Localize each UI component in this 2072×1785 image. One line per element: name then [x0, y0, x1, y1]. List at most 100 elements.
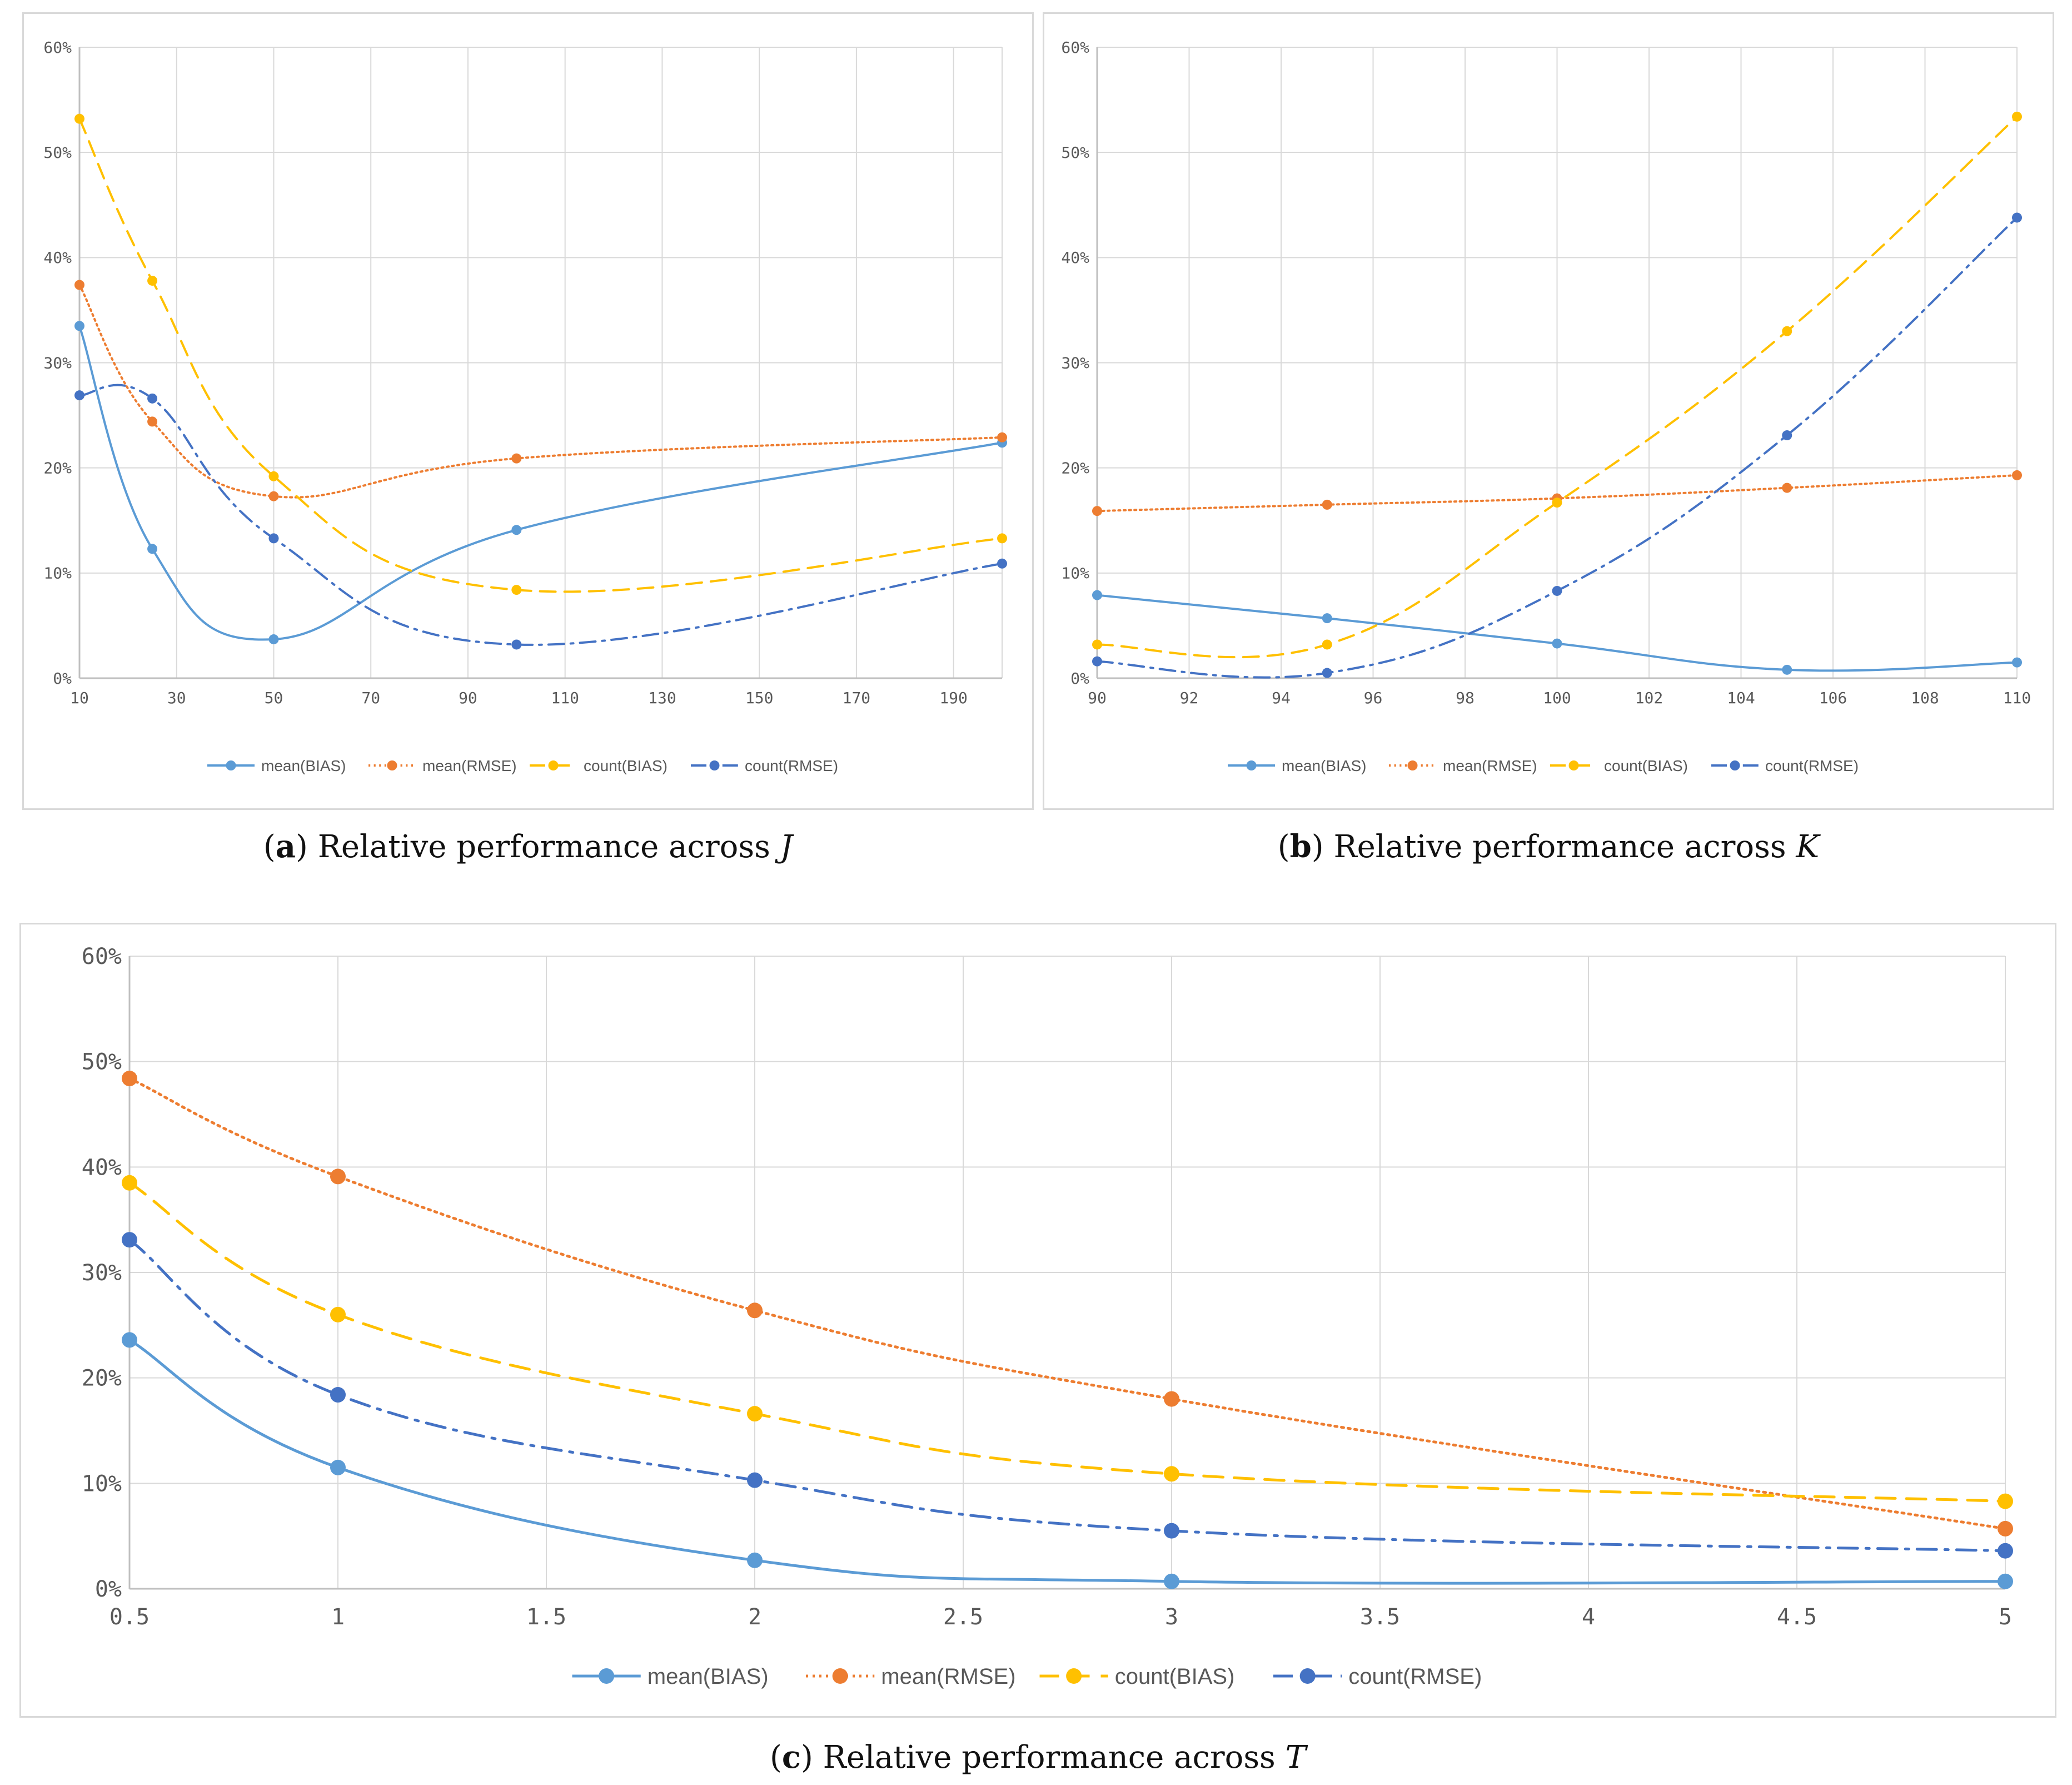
- data-point: [330, 1169, 346, 1185]
- data-point: [2012, 470, 2022, 480]
- data-point: [1164, 1573, 1179, 1589]
- y-tick-label: 60%: [1061, 38, 1089, 57]
- x-tick-label: 4: [1582, 1604, 1595, 1630]
- data-point: [268, 533, 279, 544]
- data-point: [1164, 1391, 1179, 1407]
- data-point: [1164, 1523, 1179, 1539]
- y-tick-label: 0%: [1070, 669, 1089, 688]
- x-tick-label: 90: [1088, 689, 1107, 707]
- data-point: [747, 1406, 763, 1422]
- x-tick-label: 108: [1911, 689, 1939, 707]
- data-point: [330, 1459, 346, 1475]
- legend-label: count(RMSE): [745, 757, 838, 774]
- legend-marker: [1407, 760, 1418, 770]
- data-point: [2012, 212, 2022, 223]
- legend-marker: [832, 1668, 848, 1684]
- data-point: [1998, 1543, 2013, 1559]
- chart-svg-c: 0% 10% 20% 30% 40% 50% 60% 0.5 1 1.5 2 2.5 3 3.5 4 4.5 5…: [82, 944, 2013, 1689]
- y-tick-label: 0%: [53, 669, 72, 688]
- legend-label: mean(RMSE): [881, 1664, 1015, 1689]
- series-line-mean-bias: [128, 1338, 2007, 1585]
- data-point: [511, 639, 522, 650]
- x-tick-label: 190: [939, 689, 968, 707]
- legend-marker: [1246, 760, 1257, 770]
- legend-marker: [599, 1668, 615, 1684]
- series-line-count-bias: [78, 117, 1003, 593]
- caption-label-c: c: [781, 1739, 801, 1776]
- caption-var-b: K: [1796, 829, 1820, 865]
- data-point: [1322, 668, 1332, 678]
- series-line-count-rmse: [78, 384, 1003, 646]
- legend-label: mean(BIAS): [1282, 757, 1367, 774]
- data-point: [122, 1175, 137, 1191]
- legend-marker: [387, 760, 397, 770]
- legend-marker: [226, 760, 236, 770]
- legend-label: count(RMSE): [1765, 757, 1859, 774]
- data-point: [997, 432, 1007, 442]
- data-point: [147, 393, 158, 404]
- y-tick-label: 20%: [1061, 459, 1089, 477]
- x-tick-label: 98: [1456, 689, 1475, 707]
- y-tick-label: 10%: [43, 564, 72, 583]
- x-tick-label: 1.5: [526, 1604, 566, 1630]
- data-point: [1782, 326, 1792, 336]
- legend-label: mean(RMSE): [422, 757, 517, 774]
- y-tick-label: 20%: [82, 1366, 122, 1391]
- legend-marker: [1066, 1668, 1082, 1684]
- data-point: [1322, 499, 1332, 510]
- caption-label-a: a: [275, 828, 296, 865]
- legend-marker: [548, 760, 559, 770]
- data-point: [2012, 111, 2022, 122]
- data-point: [1998, 1520, 2013, 1537]
- chart-panel-b: 0% 10% 20% 30% 40% 50% 60% 90 92 94 96 98 100 102 104 1…: [1043, 12, 2054, 810]
- x-tick-label: 106: [1819, 689, 1847, 707]
- series-line-count-rmse: [128, 1238, 2007, 1553]
- caption-b: (b) Relative performance across K: [1277, 828, 1820, 865]
- data-point: [1092, 590, 1102, 600]
- y-tick-label: 0%: [95, 1577, 122, 1602]
- data-point: [1782, 430, 1792, 441]
- caption-var-c: T: [1285, 1739, 1306, 1776]
- y-tick-label: 50%: [82, 1050, 122, 1075]
- y-tick-label: 10%: [82, 1471, 122, 1496]
- data-point: [1322, 639, 1332, 650]
- x-tick-label: 110: [2003, 689, 2031, 707]
- series-line-mean-bias: [78, 325, 1003, 641]
- x-tick-label: 130: [648, 689, 676, 707]
- data-point: [122, 1071, 137, 1087]
- data-point: [268, 471, 279, 481]
- caption-text-c: Relative performance across: [823, 1739, 1276, 1776]
- x-tick-label: 30: [167, 689, 186, 707]
- x-tick-label: 50: [265, 689, 283, 707]
- data-point: [511, 453, 522, 464]
- legend-label: count(BIAS): [1604, 757, 1688, 774]
- x-tick-label: 2: [748, 1604, 761, 1630]
- series-line-count-rmse: [1096, 216, 2018, 679]
- y-tick-label: 60%: [43, 38, 72, 57]
- data-point: [147, 544, 158, 554]
- x-tick-label: 90: [459, 689, 477, 707]
- caption-a: (a) Relative performance across J: [263, 828, 793, 865]
- data-point: [74, 113, 84, 124]
- x-tick-label: 102: [1635, 689, 1663, 707]
- y-tick-label: 10%: [1061, 564, 1089, 583]
- data-point: [747, 1302, 763, 1319]
- x-tick-label: 3.5: [1360, 1604, 1400, 1630]
- x-tick-label: 4.5: [1777, 1604, 1817, 1630]
- data-point: [747, 1472, 763, 1488]
- legend-label: count(RMSE): [1348, 1664, 1482, 1689]
- legend-label: count(BIAS): [584, 757, 668, 774]
- data-point: [1552, 498, 1562, 508]
- data-point: [268, 634, 279, 645]
- data-point: [1092, 639, 1102, 650]
- x-tick-label: 110: [551, 689, 579, 707]
- series-line-count-bias: [128, 1181, 2007, 1503]
- caption-text-b: Relative performance across: [1333, 829, 1786, 865]
- data-point: [1164, 1466, 1179, 1482]
- legend-marker: [1568, 760, 1579, 770]
- x-tick-label: 94: [1272, 689, 1291, 707]
- data-point: [268, 491, 279, 501]
- x-tick-label: 70: [361, 689, 380, 707]
- x-tick-label: 1: [331, 1604, 345, 1630]
- x-tick-label: 5: [1999, 1604, 2012, 1630]
